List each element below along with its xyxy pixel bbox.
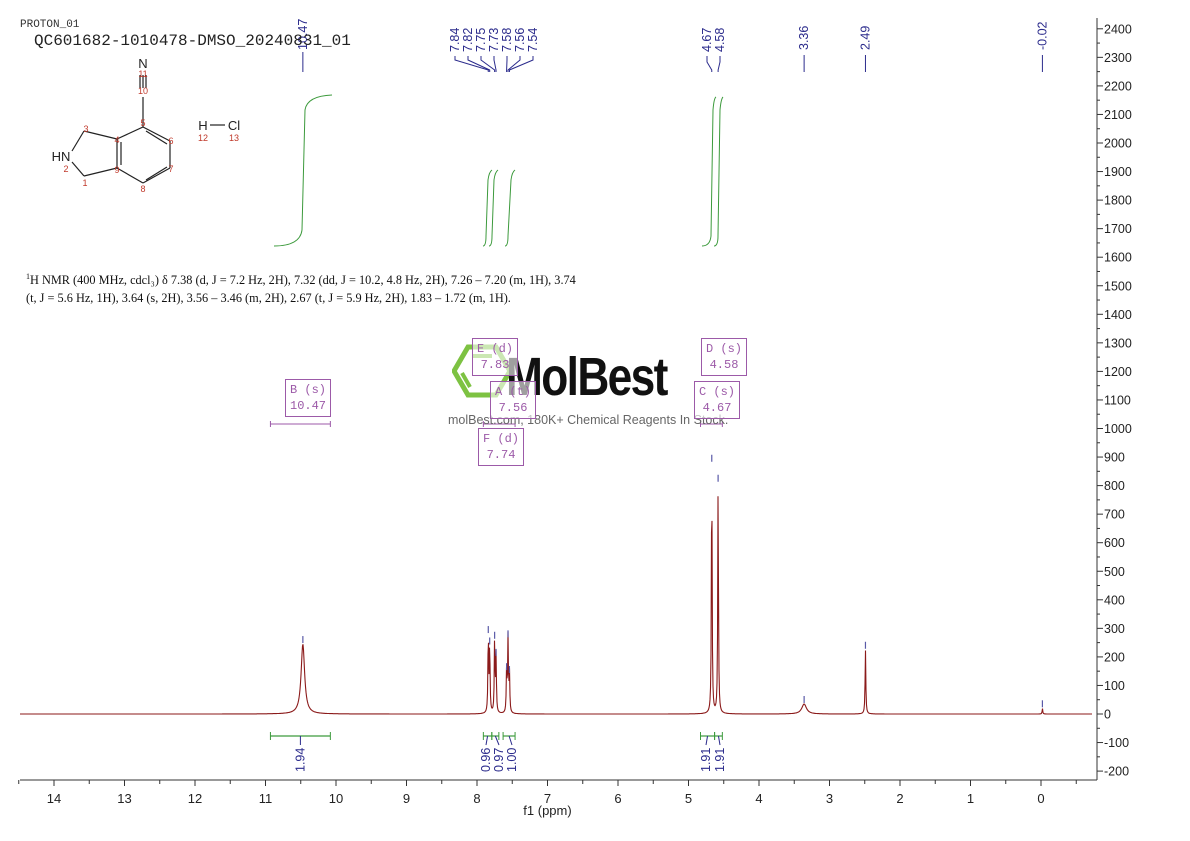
- y-tick-label: 1300: [1104, 336, 1132, 350]
- sample-title: QC601682-1010478-DMSO_20240831_01: [34, 32, 351, 50]
- multiplet-box-e: E (d) 7.83: [472, 338, 519, 376]
- multiplet-box-a: A (t) 7.56: [490, 381, 537, 419]
- svg-text:7: 7: [168, 164, 173, 174]
- integral-value: 1.91: [713, 748, 727, 772]
- y-tick-label: 800: [1104, 479, 1125, 493]
- svg-text:4: 4: [114, 135, 119, 145]
- y-tick-label: 1200: [1104, 365, 1132, 379]
- x-tick-label: 5: [685, 791, 692, 806]
- peak-label: -0.02: [1035, 21, 1049, 50]
- y-tick-label: 2300: [1104, 51, 1132, 65]
- y-tick-label: -100: [1104, 736, 1129, 750]
- y-tick-label: 1500: [1104, 279, 1132, 293]
- y-tick-label: 1100: [1104, 393, 1131, 407]
- svg-text:12: 12: [198, 133, 208, 143]
- y-tick-label: 400: [1104, 593, 1125, 607]
- y-tick-label: 2200: [1104, 79, 1132, 93]
- y-tick-label: 700: [1104, 508, 1125, 522]
- integral-value: 1.94: [293, 748, 307, 772]
- peak-label: 7.54: [526, 28, 540, 52]
- peak-label: 7.58: [500, 28, 514, 52]
- integral-value: 0.97: [492, 748, 506, 772]
- y-tick-label: 1600: [1104, 251, 1132, 265]
- peak-label: 3.36: [797, 26, 811, 50]
- spectrum-trace: [20, 496, 1092, 715]
- y-tick-label: 1800: [1104, 194, 1132, 208]
- x-tick-label: 4: [755, 791, 762, 806]
- integral-curve: [273, 94, 333, 247]
- y-tick-label: 2100: [1104, 108, 1132, 122]
- y-tick-label: 1900: [1104, 165, 1132, 179]
- y-tick-label: 200: [1104, 650, 1125, 664]
- x-tick-label: 12: [188, 791, 202, 806]
- svg-text:H: H: [198, 118, 207, 133]
- x-tick-label: 6: [614, 791, 621, 806]
- peak-label: 7.56: [513, 28, 527, 52]
- integral-value: 1.00: [505, 748, 519, 772]
- y-tick-label: 500: [1104, 565, 1125, 579]
- x-tick-label: 8: [473, 791, 480, 806]
- x-tick-label: 11: [259, 791, 273, 806]
- x-tick-label: 0: [1037, 791, 1044, 806]
- x-tick-label: 3: [826, 791, 833, 806]
- peak-label: 7.75: [474, 28, 488, 52]
- peak-label: 2.49: [858, 26, 872, 50]
- svg-text:9: 9: [114, 165, 119, 175]
- experiment-name: PROTON_01: [20, 19, 80, 31]
- x-tick-label: 9: [403, 791, 410, 806]
- svg-text:N: N: [138, 56, 147, 71]
- peak-label: 10.47: [296, 19, 310, 50]
- svg-text:13: 13: [229, 133, 239, 143]
- y-tick-label: -200: [1104, 765, 1129, 779]
- multiplet-box-d: D (s) 4.58: [701, 338, 748, 376]
- svg-text:10: 10: [138, 86, 148, 96]
- svg-text:11: 11: [138, 69, 147, 79]
- y-tick-label: 600: [1104, 536, 1125, 550]
- y-tick-label: 0: [1104, 708, 1111, 722]
- integral-value: 0.96: [479, 748, 493, 772]
- y-tick-label: 2400: [1104, 22, 1132, 36]
- x-tick-label: 13: [117, 791, 131, 806]
- peak-label: 4.58: [713, 28, 727, 52]
- y-tick-label: 100: [1104, 679, 1125, 693]
- peak-label: 7.82: [461, 28, 475, 52]
- x-tick-label: 10: [329, 791, 343, 806]
- x-axis-label: f1 (ppm): [523, 803, 571, 818]
- multiplet-box-c: C (s) 4.67: [694, 381, 741, 419]
- peak-label: 4.67: [700, 28, 714, 52]
- y-tick-label: 300: [1104, 622, 1125, 636]
- svg-text:Cl: Cl: [228, 118, 240, 133]
- x-tick-label: 1: [967, 791, 974, 806]
- x-tick-label: 7: [544, 791, 551, 806]
- y-tick-label: 1000: [1104, 422, 1132, 436]
- y-tick-label: 900: [1104, 451, 1125, 465]
- multiplet-box-b: B (s) 10.47: [285, 379, 332, 417]
- svg-text:2: 2: [63, 164, 68, 174]
- svg-text:1: 1: [82, 178, 87, 188]
- multiplet-box-f: F (d) 7.74: [478, 428, 525, 466]
- svg-text:3: 3: [83, 124, 88, 134]
- svg-text:8: 8: [140, 184, 145, 194]
- peak-label: 7.84: [448, 28, 462, 52]
- y-tick-label: 1700: [1104, 222, 1132, 236]
- nmr-description: 1H NMR (400 MHz, cdcl₃) δ 7.38 (d, J = 7…: [26, 272, 576, 306]
- svg-text:HN: HN: [52, 149, 71, 164]
- svg-text:6: 6: [168, 136, 173, 146]
- x-tick-label: 14: [47, 791, 61, 806]
- integral-value: 1.91: [699, 748, 713, 772]
- svg-text:5: 5: [140, 118, 145, 128]
- peak-label: 7.73: [487, 28, 501, 52]
- x-tick-label: 2: [896, 791, 903, 806]
- y-tick-label: 2000: [1104, 137, 1132, 151]
- y-tick-label: 1400: [1104, 308, 1132, 322]
